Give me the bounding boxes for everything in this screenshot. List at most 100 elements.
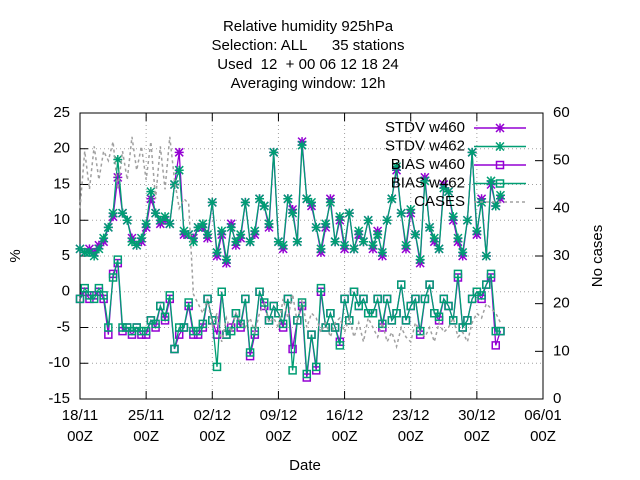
data-point xyxy=(458,247,468,257)
legend-marker xyxy=(495,123,505,133)
data-point xyxy=(472,287,482,296)
y2-tick-label: 60 xyxy=(553,104,570,121)
x-tick-label: 18/11 xyxy=(62,407,98,424)
data-point xyxy=(174,165,184,175)
x-tick-label: 00Z xyxy=(530,428,556,445)
data-point xyxy=(260,298,269,307)
data-point xyxy=(387,194,397,204)
data-point xyxy=(354,226,364,236)
data-point xyxy=(316,244,326,254)
data-point xyxy=(184,301,193,311)
x-tick-label: 00Z xyxy=(199,428,225,445)
data-point xyxy=(358,237,368,247)
data-point xyxy=(311,366,321,375)
data-point xyxy=(491,201,501,211)
data-point xyxy=(217,226,227,236)
data-point xyxy=(335,341,345,350)
y-axis-label: % xyxy=(7,249,24,262)
x-tick-label: 00Z xyxy=(265,428,291,445)
data-point xyxy=(255,287,264,296)
data-point xyxy=(472,226,482,236)
y-tick-label: 25 xyxy=(53,104,70,121)
data-point xyxy=(174,147,184,157)
data-point xyxy=(151,319,160,329)
data-point xyxy=(132,240,142,250)
data-point xyxy=(169,179,180,190)
legend-label: BIAS w462 xyxy=(391,174,465,191)
data-point xyxy=(302,373,312,382)
data-point xyxy=(165,294,175,304)
data-point xyxy=(75,244,85,254)
data-point xyxy=(160,316,170,325)
y2-tick-label: 20 xyxy=(553,295,570,312)
data-point xyxy=(179,323,189,332)
data-point xyxy=(415,255,425,265)
data-point xyxy=(198,219,208,229)
data-point xyxy=(377,247,387,257)
data-point xyxy=(344,208,354,218)
data-point xyxy=(434,312,444,322)
data-point xyxy=(292,237,302,247)
y-tick-label: 15 xyxy=(53,175,70,192)
y-tick-label: -10 xyxy=(48,354,70,371)
data-point xyxy=(397,280,406,289)
x-tick-label: 16/12 xyxy=(326,407,364,424)
data-point xyxy=(392,308,401,318)
data-point xyxy=(208,316,217,325)
data-point xyxy=(108,208,118,218)
y-tick-label: 10 xyxy=(53,211,70,228)
data-point xyxy=(156,301,165,311)
data-point xyxy=(430,308,439,318)
data-point xyxy=(283,194,293,204)
data-point xyxy=(382,294,392,304)
data-point xyxy=(434,316,444,325)
data-point xyxy=(325,197,335,207)
x-tick-label: 09/12 xyxy=(260,407,298,424)
y2-tick-label: 40 xyxy=(553,199,570,216)
x-axis-label: Date xyxy=(289,457,321,474)
plot-frame xyxy=(79,112,544,400)
data-point xyxy=(368,308,378,318)
data-point xyxy=(373,294,382,304)
legend-marker xyxy=(495,160,505,170)
data-point xyxy=(245,237,255,247)
data-point xyxy=(198,319,208,329)
data-point xyxy=(495,190,506,200)
data-point xyxy=(184,230,194,240)
legend-label: CASES xyxy=(414,193,465,210)
data-point xyxy=(146,194,156,204)
data-point xyxy=(316,287,326,296)
data-point xyxy=(297,140,307,150)
data-point xyxy=(132,323,141,332)
data-point xyxy=(486,269,496,279)
data-point xyxy=(274,308,283,318)
data-point xyxy=(288,366,297,375)
data-point xyxy=(188,237,198,247)
y2-tick-label: 10 xyxy=(553,342,570,359)
data-point xyxy=(264,219,274,229)
data-point xyxy=(340,294,349,304)
data-point xyxy=(236,319,245,329)
data-point xyxy=(260,301,269,311)
data-point xyxy=(75,294,85,304)
chart-title: Selection: ALL 35 stations xyxy=(212,37,405,54)
data-point xyxy=(306,197,317,207)
data-point xyxy=(373,230,383,240)
data-point xyxy=(226,222,236,232)
data-point xyxy=(165,219,175,229)
data-point xyxy=(448,316,458,325)
data-point xyxy=(302,369,312,379)
data-point xyxy=(226,326,236,336)
data-point xyxy=(255,194,265,204)
legend-marker xyxy=(495,141,505,152)
data-point xyxy=(240,197,250,207)
data-point xyxy=(212,362,222,372)
x-tick-label: 23/12 xyxy=(392,407,430,424)
data-point xyxy=(420,176,430,186)
chart-title: Averaging window: 12h xyxy=(231,75,386,92)
data-point xyxy=(221,255,231,265)
data-point xyxy=(179,226,189,236)
data-point xyxy=(141,326,151,336)
data-point xyxy=(340,240,350,250)
y2-tick-label: 50 xyxy=(553,152,570,169)
